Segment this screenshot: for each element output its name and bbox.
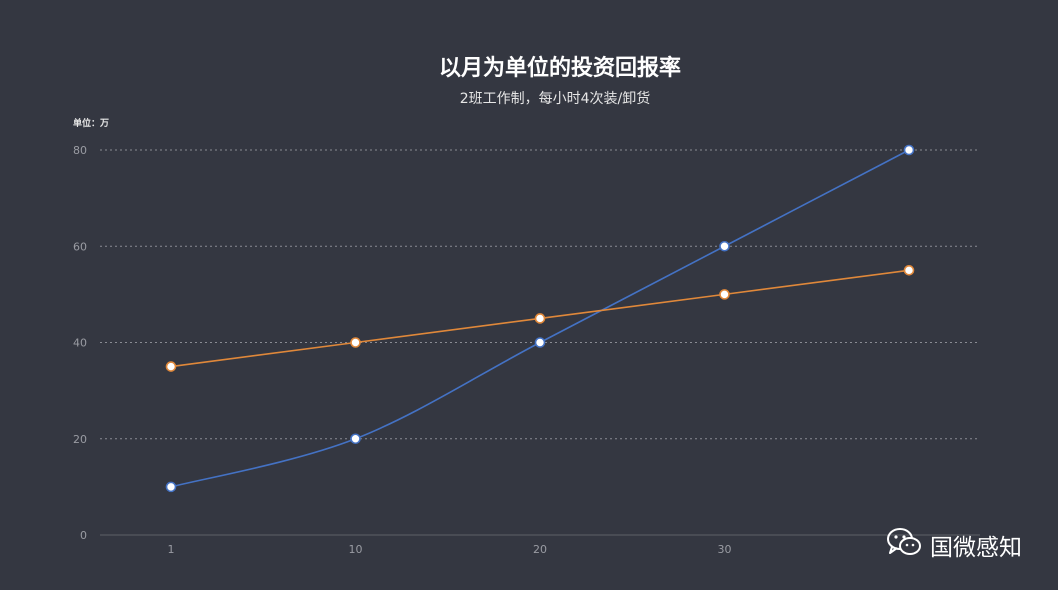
y-tick-label: 20 [73,433,87,446]
chart-subtitle: 2班工作制，每小时4次装/卸货 [459,91,651,107]
y-tick-label: 0 [80,529,87,542]
data-point [165,481,177,493]
data-point [165,361,177,372]
wechat-icon [886,527,922,563]
data-points [165,144,915,493]
data-point [350,433,361,445]
y-tick-label: 60 [73,240,87,253]
x-tick-label: 10 [349,543,363,556]
data-point [534,337,546,348]
gridlines [100,149,980,440]
x-tick-label: 1 [168,543,175,556]
watermark: 国微感知 [886,527,1022,563]
y-tick-label: 40 [73,337,87,350]
x-tick-label: 20 [533,543,547,556]
watermark-text: 国微感知 [930,535,1022,561]
data-point [350,337,361,348]
axes: 0 20 40 60 80 1 10 20 30 [73,144,980,556]
y-unit-label: 单位：万 [73,119,110,129]
data-point [903,144,915,156]
data-point [903,265,915,276]
x-tick-label: 30 [718,543,732,556]
data-point [719,240,730,252]
data-point [534,313,546,324]
y-tick-label: 80 [73,144,87,157]
chart-title: 以月为单位的投资回报率 [438,56,681,81]
data-point [719,289,730,300]
